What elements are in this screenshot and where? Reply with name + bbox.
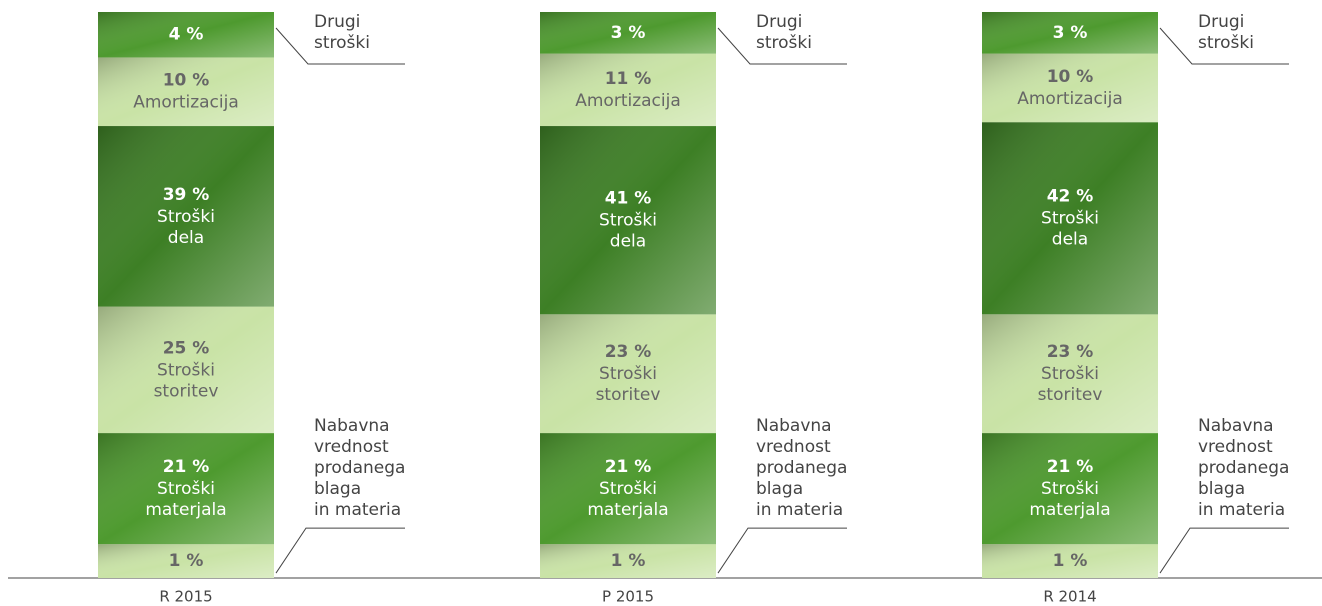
bar-shade bbox=[982, 314, 1158, 434]
series-label: Stroški storitev bbox=[154, 360, 219, 401]
x-tick-label: P 2015 bbox=[602, 588, 654, 606]
bar-shade bbox=[540, 12, 716, 54]
bar-shade bbox=[540, 126, 716, 315]
bar-shade bbox=[98, 544, 274, 578]
value-label: 3 % bbox=[611, 23, 646, 43]
bar-shade bbox=[98, 433, 274, 545]
bar-shade bbox=[540, 53, 716, 127]
leader-line bbox=[717, 27, 847, 65]
series-label: Stroški materjala bbox=[587, 479, 668, 520]
series-label: Amortizacija bbox=[1017, 89, 1123, 109]
bar-shade bbox=[98, 12, 274, 58]
series-label: Drugi stroški bbox=[756, 12, 812, 53]
value-label: 42 % bbox=[1047, 187, 1094, 207]
value-label: 21 % bbox=[605, 457, 652, 477]
series-label: Stroški dela bbox=[1041, 209, 1099, 250]
leader-line bbox=[275, 27, 405, 65]
leader-line bbox=[1159, 27, 1289, 65]
value-label: 11 % bbox=[605, 69, 652, 89]
bar-shade bbox=[540, 433, 716, 545]
bar-shade bbox=[982, 544, 1158, 578]
bar-shade bbox=[982, 53, 1158, 123]
bar-shade bbox=[98, 57, 274, 127]
value-label: 21 % bbox=[163, 457, 210, 477]
series-label: Stroški storitev bbox=[596, 364, 661, 405]
value-label: 1 % bbox=[169, 551, 204, 571]
series-label: Stroški materjala bbox=[1029, 479, 1110, 520]
leader-line bbox=[717, 527, 847, 574]
series-label: Amortizacija bbox=[133, 93, 239, 113]
series-label: Stroški storitev bbox=[1038, 364, 1103, 405]
series-label: Drugi stroški bbox=[1198, 12, 1254, 53]
value-label: 10 % bbox=[1047, 67, 1094, 87]
leader-line bbox=[1159, 527, 1289, 574]
value-label: 21 % bbox=[1047, 457, 1094, 477]
series-label: Stroški materjala bbox=[145, 479, 226, 520]
series-label: Nabavna vrednost prodanega blaga in materia bbox=[1198, 416, 1289, 520]
bar-shade bbox=[98, 126, 274, 307]
value-label: 41 % bbox=[605, 189, 652, 209]
bar-shade bbox=[540, 314, 716, 434]
value-label: 3 % bbox=[1053, 23, 1088, 43]
x-tick-label: R 2015 bbox=[159, 588, 212, 606]
series-label: Stroški dela bbox=[157, 207, 215, 248]
bar-shade bbox=[540, 544, 716, 578]
x-tick-label: R 2014 bbox=[1043, 588, 1096, 606]
leader-line bbox=[275, 527, 405, 574]
value-label: 10 % bbox=[163, 71, 210, 91]
value-label: 4 % bbox=[169, 25, 204, 45]
value-label: 25 % bbox=[163, 338, 210, 358]
value-label: 23 % bbox=[1047, 342, 1094, 362]
series-label: Drugi stroški bbox=[314, 12, 370, 53]
bar-shade bbox=[982, 433, 1158, 545]
series-label: Nabavna vrednost prodanega blaga in materia bbox=[756, 416, 847, 520]
series-label: Nabavna vrednost prodanega blaga in materia bbox=[314, 416, 405, 520]
value-label: 39 % bbox=[163, 185, 210, 205]
bar-shade bbox=[982, 12, 1158, 54]
value-label: 1 % bbox=[611, 551, 646, 571]
bar-shade bbox=[98, 306, 274, 434]
series-label: Amortizacija bbox=[575, 91, 681, 111]
series-label: Stroški dela bbox=[599, 211, 657, 252]
value-label: 1 % bbox=[1053, 551, 1088, 571]
bar-shade bbox=[982, 122, 1158, 315]
value-label: 23 % bbox=[605, 342, 652, 362]
